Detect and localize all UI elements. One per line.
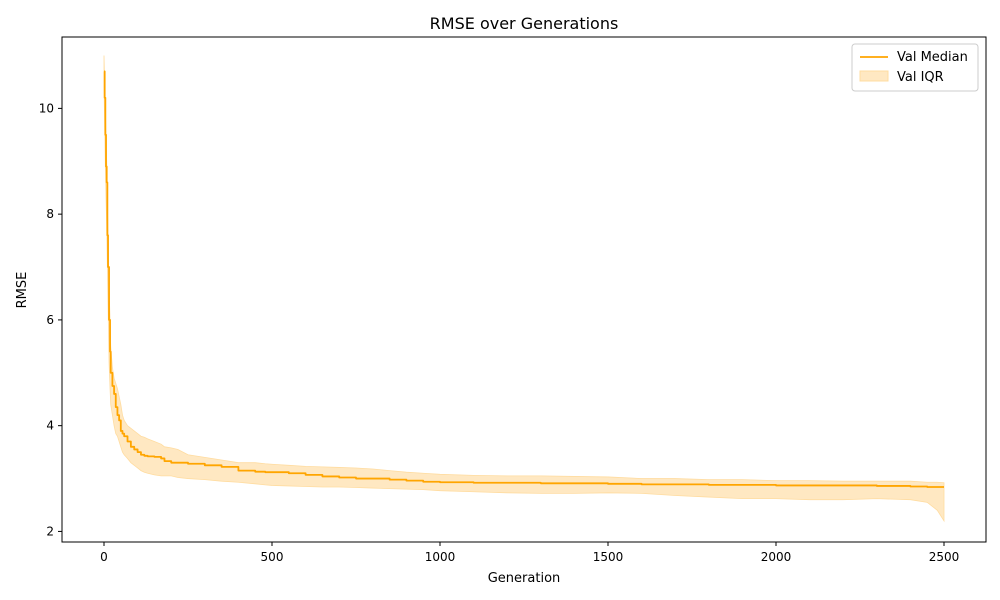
legend: Val Median Val IQR: [851, 43, 979, 92]
y-axis-ticks: 2 4 6 8 10: [39, 101, 62, 538]
legend-swatch-iqr: [859, 70, 889, 82]
plot-area: [61, 36, 987, 543]
median-line: [103, 70, 944, 488]
y-axis-label: RMSE: [15, 272, 30, 309]
series-layer: [103, 55, 945, 523]
iqr-band: [103, 55, 945, 523]
y-tick-label: 6: [46, 313, 54, 327]
x-tick-label: 2000: [761, 550, 792, 564]
y-tick-label: 8: [46, 207, 54, 221]
plot-frame: [61, 36, 987, 543]
x-tick-label: 500: [261, 550, 284, 564]
x-axis-label: Generation: [488, 571, 561, 586]
legend-label-iqr: Val IQR: [897, 70, 944, 85]
x-axis-ticks: 0 500 1000 1500 2000 2500: [100, 542, 959, 564]
x-tick-label: 1000: [425, 550, 456, 564]
y-tick-label: 4: [46, 419, 54, 433]
x-tick-label: 2500: [929, 550, 960, 564]
y-tick-label: 10: [39, 101, 54, 115]
x-tick-label: 0: [100, 550, 108, 564]
x-tick-label: 1500: [593, 550, 624, 564]
legend-label-median: Val Median: [897, 50, 968, 65]
chart-title: RMSE over Generations: [430, 14, 619, 33]
y-tick-label: 2: [46, 524, 54, 538]
